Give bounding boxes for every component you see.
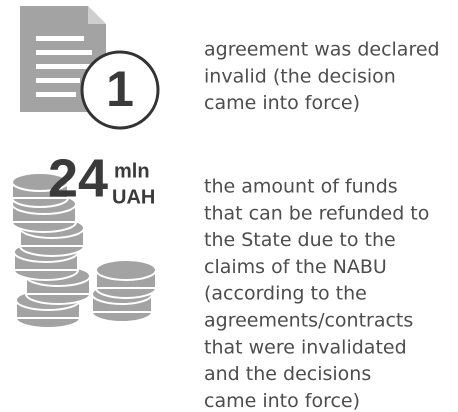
description-line: came into force)	[204, 92, 360, 114]
coins-icon	[11, 172, 157, 329]
description-line: came into force)	[204, 390, 360, 412]
description-line: that were invalidated	[204, 336, 407, 358]
icon-number: 24	[48, 148, 108, 208]
icon-unit: UAH	[112, 186, 155, 208]
description-line: the amount of funds	[204, 176, 398, 198]
description-line: agreement was declared	[204, 39, 440, 61]
description-line: and the decisions	[204, 363, 371, 385]
description-line: (according to the	[204, 283, 367, 305]
description-line: that can be refunded to	[204, 202, 429, 224]
icon-number: 1	[106, 61, 134, 117]
document-icon	[20, 6, 160, 130]
description-line: claims of the NABU	[204, 256, 387, 278]
description-line: invalid (the decision	[204, 65, 396, 87]
description-line: agreements/contracts	[204, 310, 413, 332]
icon-unit: mln	[114, 160, 150, 182]
description-line: the State due to the	[204, 229, 396, 251]
